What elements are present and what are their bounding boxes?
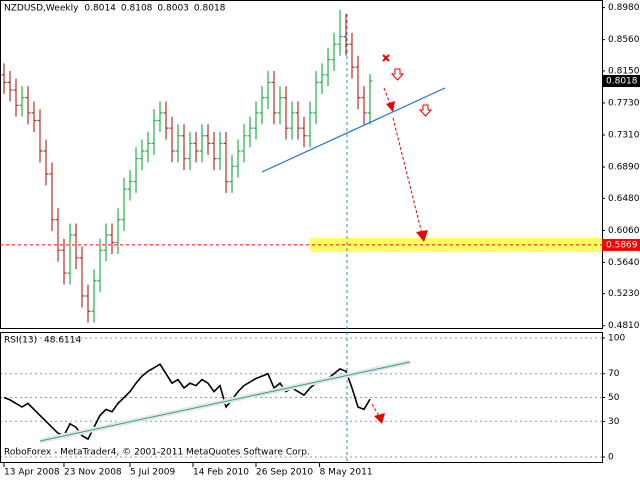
- x-tick-label: 8 May 2011: [320, 468, 373, 478]
- y-tick-label: 0: [608, 453, 614, 463]
- y-tick-label: 0.7310: [608, 131, 640, 141]
- y-tick-label: 30: [608, 417, 620, 427]
- y-tick-label: 100: [608, 334, 625, 344]
- rsi-trend-line: [39, 361, 411, 442]
- y-tick-label: 0.8150: [608, 66, 640, 76]
- y-tick-label: 0.6480: [608, 194, 640, 204]
- y-tick-label: 0.8980: [608, 3, 640, 13]
- header-value: 0.8014: [84, 4, 116, 14]
- arrow: [371, 403, 381, 419]
- y-tick-label: 0.6890: [608, 163, 640, 173]
- x-tick-label: 14 Feb 2010: [193, 468, 249, 478]
- y-tick-label: 50: [608, 393, 620, 403]
- y-tick-label: 70: [608, 369, 620, 379]
- trend-line: [261, 87, 446, 173]
- marks: [0, 9, 602, 441]
- header-value: 0.8018: [194, 4, 226, 14]
- y-tick-label: 0.4810: [608, 321, 640, 331]
- x-tick-label: 5 Jul 2009: [130, 468, 175, 478]
- price-label: 0.8018: [606, 77, 638, 87]
- cross-mark: [382, 54, 390, 62]
- rsi-title: RSI(13): [4, 336, 37, 346]
- y-tick-label: 0.7730: [608, 98, 640, 108]
- y-tick-label: 0.8560: [608, 35, 640, 45]
- down-arrow-icon: [390, 68, 405, 81]
- y-tick-label: 0.5230: [608, 289, 640, 299]
- price-panel: [0, 0, 603, 329]
- x-tick-label: 23 Nov 2008: [64, 468, 122, 478]
- arrow-head: [374, 413, 385, 424]
- copyright: RoboForex - MetaTrader4, © 2001-2011 Met…: [4, 448, 310, 458]
- y-tick-label: 0.6060: [608, 226, 640, 236]
- y-tick-label: 0.5640: [608, 258, 640, 268]
- price-label-box: [602, 75, 640, 88]
- target-label: 0.5869: [606, 240, 638, 250]
- down-arrow-icon: [418, 104, 433, 117]
- header-value: 0.8108: [121, 4, 153, 14]
- x-tick-label: 26 Sep 2010: [256, 468, 313, 478]
- x-tick-label: 13 Apr 2008: [4, 468, 60, 478]
- target-label-box: [602, 238, 640, 251]
- rsi-value: 48.6114: [44, 336, 81, 346]
- header-value: 0.8003: [157, 4, 189, 14]
- arrow-head: [386, 101, 395, 112]
- arrow-head: [416, 230, 428, 242]
- chart-title: NZDUSD,Weekly: [4, 4, 79, 14]
